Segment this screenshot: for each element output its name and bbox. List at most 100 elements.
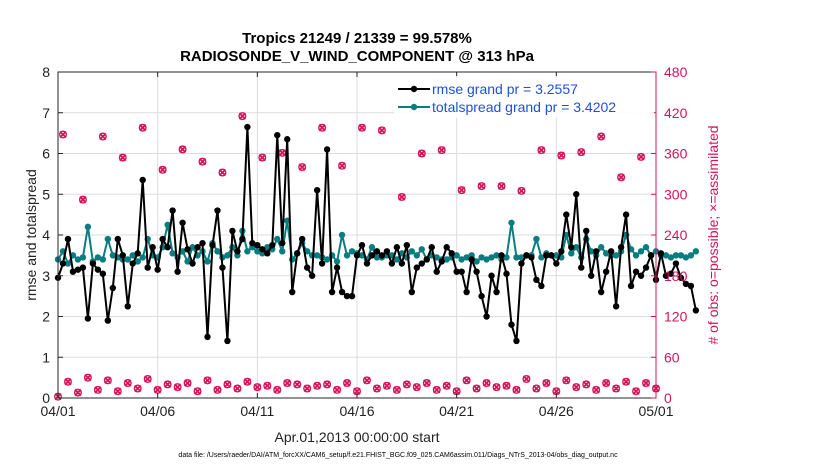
totalspread-point-125 bbox=[677, 252, 685, 259]
rmse-point-103 bbox=[568, 244, 575, 251]
rmse-point-20 bbox=[154, 266, 161, 273]
rmse-point-30 bbox=[204, 333, 211, 341]
obs-assimilated-point-0-1 bbox=[79, 196, 87, 204]
obs-possible-point-0-6 bbox=[178, 145, 187, 154]
totalspread-point-32 bbox=[214, 248, 221, 255]
totalspread-point-122 bbox=[662, 252, 670, 259]
totalspread-point-2 bbox=[64, 260, 72, 267]
obs-assimilated-point-1-23 bbox=[283, 379, 291, 387]
obs-assimilated-point-0-18 bbox=[418, 149, 426, 158]
obs-assimilated-point-1-34 bbox=[393, 386, 401, 394]
rmse-point-10 bbox=[104, 317, 112, 324]
rmse-point-101 bbox=[558, 248, 565, 255]
obs-possible-point-1-52 bbox=[572, 383, 581, 392]
obs-possible-point-0-16 bbox=[377, 126, 386, 135]
obs-assimilated-point-1-59 bbox=[642, 379, 650, 387]
obs-assimilated-point-1-6 bbox=[114, 387, 122, 395]
obs-assimilated-point-0-26 bbox=[577, 148, 585, 156]
obs-assimilated-point-1-9 bbox=[144, 375, 152, 383]
totalspread-point-54 bbox=[323, 256, 331, 263]
rmse-point-64 bbox=[373, 248, 381, 255]
totalspread-point-80 bbox=[453, 252, 460, 259]
y-right-tick-label-7: 420 bbox=[664, 105, 688, 121]
x-ticks: 04/01 04/06 04/11 04/16 04/21 04/26 05/01 bbox=[40, 72, 674, 419]
totalspread-point-64 bbox=[373, 254, 381, 261]
obs-possible-point-1-57 bbox=[622, 377, 631, 386]
obs-assimilated-point-1-35 bbox=[403, 380, 411, 389]
rmse-point-29 bbox=[199, 239, 206, 247]
totalspread-point-30 bbox=[204, 258, 211, 265]
totalspread-point-109 bbox=[597, 244, 605, 251]
totalspread-point-56 bbox=[333, 258, 341, 265]
rmse-point-2 bbox=[64, 235, 72, 243]
obs-possible-point-1-31 bbox=[362, 376, 371, 385]
series-line-rmse bbox=[57, 126, 697, 342]
obs-possible-point-1-1 bbox=[63, 377, 72, 386]
rmse-point-40 bbox=[254, 241, 261, 249]
obs-possible-point-0-2 bbox=[98, 132, 107, 141]
y-right-tick-label-0: 0 bbox=[664, 390, 672, 406]
obs-assimilated-point-1-20 bbox=[253, 383, 261, 391]
rmse-point-51 bbox=[308, 272, 316, 279]
obs-assimilated-point-1-18 bbox=[233, 384, 242, 393]
totalspread-point-11 bbox=[109, 252, 117, 259]
rmse-point-117 bbox=[637, 272, 645, 279]
rmse-point-84 bbox=[473, 268, 480, 275]
obs-possible-point-0-22 bbox=[497, 182, 506, 191]
obs-possible-point-0-26 bbox=[577, 148, 586, 157]
x-tick-label-3: 04/16 bbox=[339, 403, 374, 419]
obs-assimilated-point-1-40 bbox=[453, 387, 461, 395]
rmse-point-70 bbox=[403, 241, 411, 249]
rmse-point-69 bbox=[398, 260, 406, 267]
totalspread-point-5 bbox=[79, 254, 87, 261]
obs-possible-point-0-19 bbox=[437, 146, 446, 155]
obs-assimilated-point-1-41 bbox=[462, 376, 471, 384]
obs-assimilated-point-0-0 bbox=[59, 130, 67, 139]
rmse-point-123 bbox=[667, 270, 675, 277]
obs-assimilated-point-1-15 bbox=[203, 376, 212, 384]
totalspread-point-73 bbox=[418, 246, 425, 253]
rmse-point-26 bbox=[184, 246, 191, 253]
totalspread-point-117 bbox=[637, 248, 645, 255]
totalspread-point-25 bbox=[179, 248, 186, 255]
totalspread-point-23 bbox=[169, 250, 176, 257]
rmse-point-35 bbox=[229, 227, 236, 235]
obs-assimilated-point-1-36 bbox=[413, 383, 421, 391]
obs-possible-point-1-45 bbox=[502, 381, 511, 390]
rmse-point-71 bbox=[408, 288, 416, 296]
x-tick-label-2: 04/11 bbox=[240, 403, 274, 419]
rmse-point-111 bbox=[607, 248, 615, 255]
obs-assimilated-point-0-25 bbox=[557, 151, 565, 160]
obs-possible-point-1-20 bbox=[253, 383, 262, 392]
obs-assimilated-point-1-11 bbox=[163, 380, 172, 389]
x-tick-label-1: 04/06 bbox=[140, 403, 175, 419]
obs-assimilated-point-0-22 bbox=[497, 182, 506, 190]
obs-possible-point-1-49 bbox=[542, 379, 551, 388]
obs-possible-point-1-14 bbox=[193, 387, 202, 396]
y-left-tick-label-0: 0 bbox=[42, 390, 50, 406]
rmse-point-107 bbox=[588, 272, 595, 279]
x-axis-label: Apr.01,2013 00:00:00 start bbox=[274, 429, 439, 445]
legend-rmse-label: rmse grand pr = 3.2557 bbox=[432, 81, 578, 97]
obs-possible-point-0-14 bbox=[338, 161, 347, 170]
totalspread-point-63 bbox=[368, 244, 376, 251]
rmse-point-112 bbox=[612, 303, 620, 310]
obs-possible-point-1-24 bbox=[293, 380, 302, 389]
obs-assimilated-point-1-30 bbox=[353, 387, 361, 395]
totalspread-point-72 bbox=[413, 252, 420, 259]
totalspread-point-14 bbox=[124, 256, 131, 263]
obs-assimilated-point-1-58 bbox=[632, 387, 640, 395]
totalspread-point-97 bbox=[538, 254, 545, 261]
y-right-tick-label-1: 60 bbox=[664, 349, 680, 365]
rmse-point-77 bbox=[438, 258, 445, 265]
rmse-point-92 bbox=[513, 337, 520, 345]
obs-possible-point-1-58 bbox=[632, 387, 641, 396]
totalspread-point-96 bbox=[533, 235, 540, 243]
obs-assimilated-point-1-19 bbox=[243, 378, 252, 386]
rmse-point-80 bbox=[453, 268, 460, 275]
obs-possible-point-0-17 bbox=[397, 192, 406, 201]
rmse-point-83 bbox=[468, 256, 475, 263]
rmse-point-52 bbox=[313, 186, 321, 194]
totalspread-point-116 bbox=[632, 252, 640, 259]
